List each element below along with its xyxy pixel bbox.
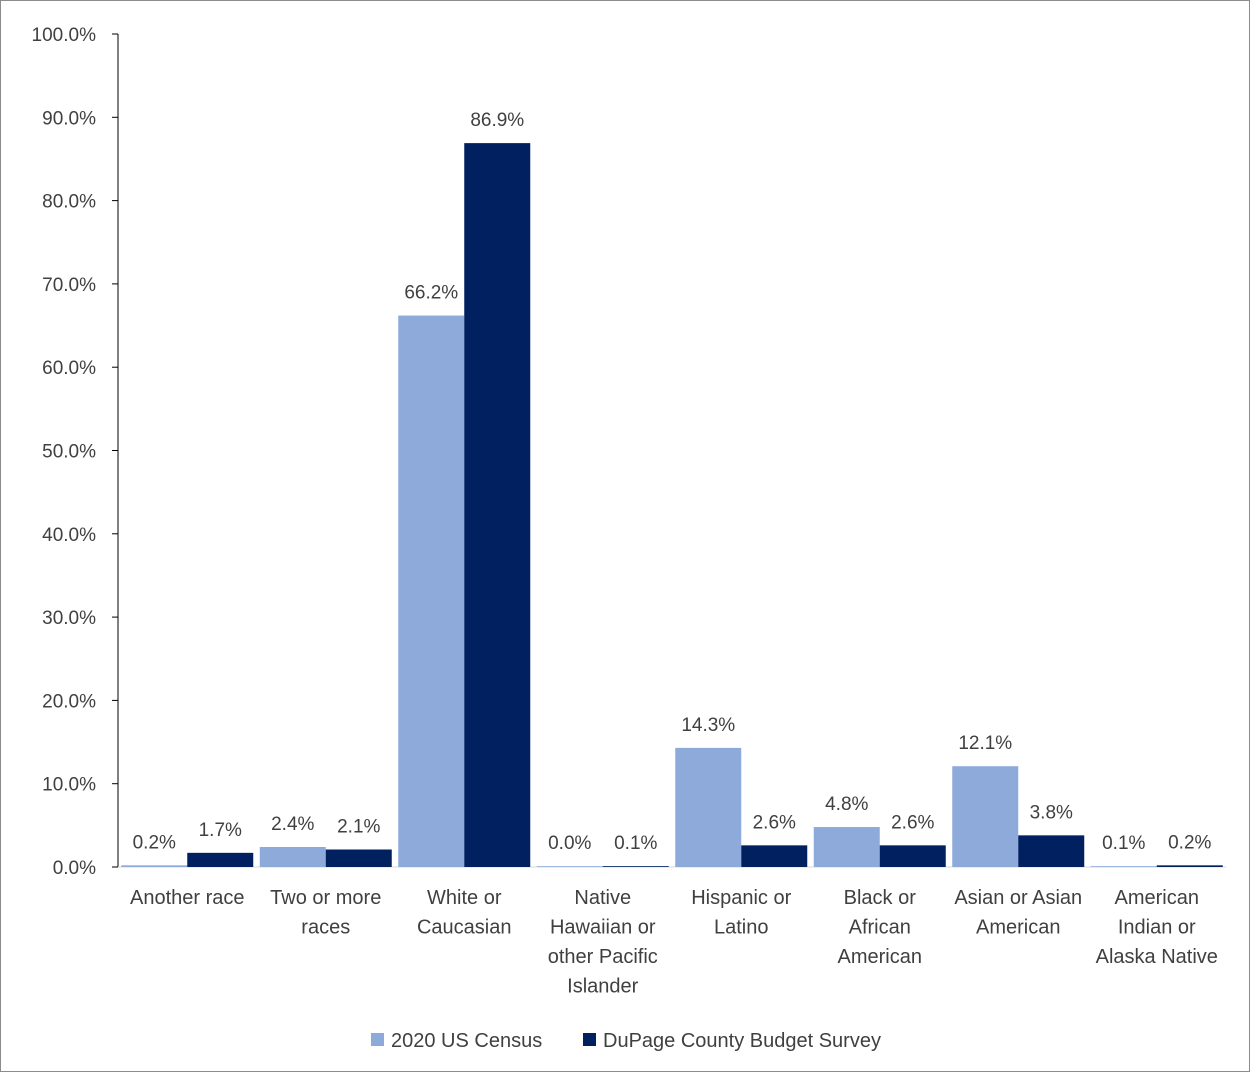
bar-survey xyxy=(1018,835,1085,867)
category-label: Asian or Asian xyxy=(954,887,1082,909)
data-label: 0.2% xyxy=(1168,832,1211,853)
bar-survey xyxy=(464,143,531,868)
data-label: 12.1% xyxy=(958,733,1012,754)
y-tick-label: 60.0% xyxy=(42,358,96,379)
data-label: 2.4% xyxy=(271,814,314,835)
category-label: Latino xyxy=(714,917,769,939)
category-label: White or xyxy=(427,887,502,909)
y-tick-label: 20.0% xyxy=(42,691,96,712)
legend-label: 2020 US Census xyxy=(391,1030,542,1052)
category-label: American xyxy=(1115,887,1199,909)
y-tick-label: 70.0% xyxy=(42,275,96,296)
y-tick-label: 50.0% xyxy=(42,442,96,463)
category-label: races xyxy=(301,917,350,939)
data-label: 66.2% xyxy=(404,283,458,304)
category-label: American xyxy=(976,917,1060,939)
category-label: Hawaiian or xyxy=(550,917,656,939)
data-label: 2.6% xyxy=(891,812,934,833)
category-label: Native xyxy=(574,887,631,909)
data-label: 1.7% xyxy=(199,820,242,841)
data-label: 0.1% xyxy=(1102,833,1145,854)
data-label: 3.8% xyxy=(1030,802,1073,823)
bar-census xyxy=(1090,866,1157,867)
legend-swatch xyxy=(583,1033,596,1046)
category-label: Black or xyxy=(844,887,917,909)
bar-census xyxy=(952,766,1019,867)
category-label: Two or more xyxy=(270,887,381,909)
data-label: 4.8% xyxy=(825,794,868,815)
data-label: 14.3% xyxy=(681,715,735,736)
data-label: 0.1% xyxy=(614,833,657,854)
category-label: American xyxy=(838,946,922,968)
bar-census xyxy=(675,747,742,867)
category-label: African xyxy=(849,917,911,939)
bar-census xyxy=(121,865,188,867)
data-label: 2.1% xyxy=(337,817,380,838)
data-label: 86.9% xyxy=(470,110,524,131)
category-label: other Pacific xyxy=(548,946,658,968)
y-tick-label: 0.0% xyxy=(53,858,96,879)
legend-swatch xyxy=(371,1033,384,1046)
y-tick-label: 30.0% xyxy=(42,608,96,629)
bar-survey xyxy=(741,845,808,867)
bar-census xyxy=(536,866,603,867)
bar-census xyxy=(398,315,465,868)
category-label: Caucasian xyxy=(417,917,512,939)
bar-survey xyxy=(1156,865,1223,867)
bar-survey xyxy=(187,852,254,867)
bar-census xyxy=(259,847,326,867)
y-tick-label: 100.0% xyxy=(32,25,97,46)
data-label: 2.6% xyxy=(753,812,796,833)
category-label: Another race xyxy=(130,887,245,909)
bar-survey xyxy=(325,849,392,867)
y-tick-label: 40.0% xyxy=(42,525,96,546)
legend-label: DuPage County Budget Survey xyxy=(603,1030,881,1052)
data-label: 0.2% xyxy=(133,832,176,853)
bar-survey xyxy=(602,866,669,867)
category-label: Islander xyxy=(567,976,638,998)
y-tick-label: 90.0% xyxy=(42,108,96,129)
category-label: Alaska Native xyxy=(1096,946,1218,968)
bar-census xyxy=(813,827,880,867)
y-tick-label: 80.0% xyxy=(42,192,96,213)
category-label: Hispanic or xyxy=(691,887,791,909)
y-tick-label: 10.0% xyxy=(42,775,96,796)
bar-survey xyxy=(879,845,946,867)
data-label: 0.0% xyxy=(548,833,591,854)
category-label: Indian or xyxy=(1118,917,1196,939)
